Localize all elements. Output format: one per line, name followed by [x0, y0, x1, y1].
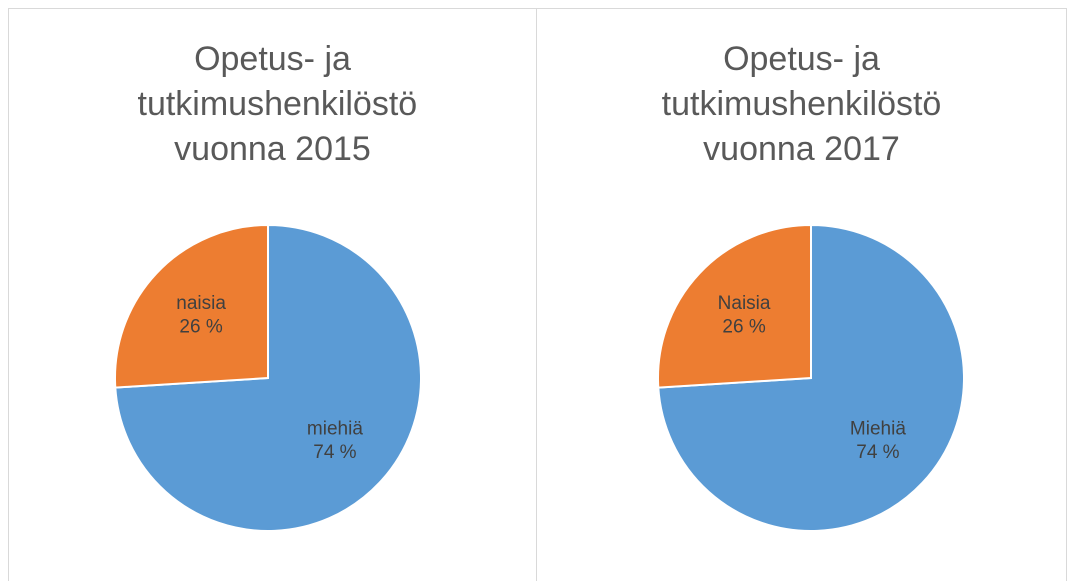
label-category: miehiä	[307, 418, 363, 439]
chart-panel: Opetus- ja tutkimushenkilöstö vuonna 201…	[8, 8, 537, 581]
data-label: miehiä 74 %	[307, 418, 363, 463]
chart-title: Opetus- ja tutkimushenkilöstö vuonna 201…	[137, 40, 418, 168]
label-category: Miehiä	[850, 418, 906, 439]
label-value: 26 %	[722, 317, 765, 338]
label-value: 26 %	[179, 317, 222, 338]
label-category: naisia	[176, 293, 226, 314]
label-category: Naisia	[718, 293, 771, 314]
data-label: Naisia 26 %	[718, 293, 771, 338]
label-value: 74 %	[313, 442, 356, 463]
chart-panel: Opetus- ja tutkimushenkilöstö vuonna 201…	[536, 8, 1067, 581]
data-label: Miehiä 74 %	[850, 418, 906, 463]
label-value: 74 %	[856, 442, 899, 463]
chart-title: Opetus- ja tutkimushenkilöstö vuonna 201…	[661, 40, 942, 168]
data-label: naisia 26 %	[176, 293, 226, 338]
pie-slice	[657, 223, 812, 389]
pie-slice	[114, 223, 269, 389]
